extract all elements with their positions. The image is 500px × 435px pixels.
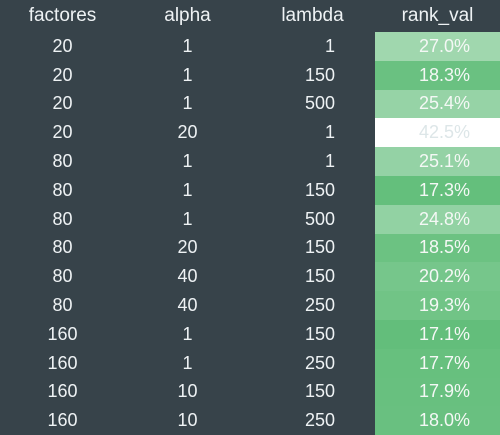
cell-alpha[interactable]: 10: [177, 381, 198, 402]
cell-factores[interactable]: 160: [47, 381, 78, 402]
cell-factores[interactable]: 20: [52, 93, 73, 114]
cell-alpha[interactable]: 20: [177, 237, 198, 258]
cell-rank-val[interactable]: 25.4%: [375, 89, 500, 119]
table-row: 80 20 150 18.5%: [0, 233, 500, 263]
cell-factores[interactable]: 80: [52, 208, 73, 229]
cell-alpha[interactable]: 10: [177, 410, 198, 431]
cell-alpha[interactable]: 40: [177, 295, 198, 316]
cell-alpha[interactable]: 1: [182, 64, 193, 85]
cell-alpha[interactable]: 1: [182, 179, 193, 200]
cell-factores[interactable]: 160: [47, 410, 78, 431]
cell-factores[interactable]: 20: [52, 122, 73, 143]
table-row: 160 1 150 17.1%: [0, 319, 500, 349]
table-row: 80 40 150 20.2%: [0, 262, 500, 292]
cell-alpha[interactable]: 20: [177, 122, 198, 143]
cell-lambda[interactable]: 250: [304, 410, 335, 431]
cell-lambda[interactable]: 1: [324, 122, 335, 143]
cell-lambda[interactable]: 150: [304, 323, 335, 344]
cell-rank-val[interactable]: 17.3%: [375, 175, 500, 205]
cell-lambda[interactable]: 150: [304, 179, 335, 200]
table-row: 20 1 150 18.3%: [0, 60, 500, 90]
table-row: 20 20 1 42.5%: [0, 118, 500, 148]
cell-rank-val[interactable]: 18.0%: [375, 406, 500, 435]
cell-factores[interactable]: 80: [52, 266, 73, 287]
cell-rank-val[interactable]: 19.3%: [375, 291, 500, 320]
header-row: factores alpha lambda rank_val: [0, 0, 500, 32]
cell-rank-val[interactable]: 27.0%: [375, 32, 500, 61]
table-row: 80 1 500 24.8%: [0, 204, 500, 234]
cell-factores[interactable]: 80: [52, 151, 73, 172]
cell-alpha[interactable]: 1: [182, 93, 193, 114]
cell-factores[interactable]: 160: [47, 352, 78, 373]
cell-factores[interactable]: 80: [52, 179, 73, 200]
cell-lambda[interactable]: 250: [304, 352, 335, 373]
cell-lambda[interactable]: 150: [304, 266, 335, 287]
cell-lambda[interactable]: 150: [304, 64, 335, 85]
table-row: 160 10 150 17.9%: [0, 377, 500, 407]
cell-alpha[interactable]: 1: [182, 35, 193, 56]
cell-rank-val[interactable]: 25.1%: [375, 147, 500, 176]
cell-lambda[interactable]: 500: [304, 93, 335, 114]
table-row: 80 1 150 17.3%: [0, 175, 500, 205]
cell-rank-val[interactable]: 42.5%: [375, 118, 500, 148]
cell-alpha[interactable]: 1: [182, 208, 193, 229]
cell-lambda[interactable]: 500: [304, 208, 335, 229]
header-lambda[interactable]: lambda: [281, 5, 344, 26]
cell-factores[interactable]: 20: [52, 64, 73, 85]
cell-rank-val[interactable]: 24.8%: [375, 204, 500, 234]
cell-factores[interactable]: 80: [52, 295, 73, 316]
cell-alpha[interactable]: 1: [182, 323, 193, 344]
cell-rank-val[interactable]: 17.1%: [375, 319, 500, 349]
header-rank-val[interactable]: rank_val: [401, 5, 474, 26]
cell-rank-val[interactable]: 18.5%: [375, 233, 500, 263]
cell-lambda[interactable]: 150: [304, 381, 335, 402]
cell-factores[interactable]: 20: [52, 35, 73, 56]
cell-lambda[interactable]: 1: [324, 35, 335, 56]
cell-lambda[interactable]: 250: [304, 295, 335, 316]
cell-factores[interactable]: 80: [52, 237, 73, 258]
cell-alpha[interactable]: 1: [182, 151, 193, 172]
cell-rank-val[interactable]: 18.3%: [375, 60, 500, 90]
table-row: 20 1 1 27.0%: [0, 32, 500, 61]
table-row: 80 40 250 19.3%: [0, 291, 500, 320]
table-row: 20 1 500 25.4%: [0, 89, 500, 119]
cell-lambda[interactable]: 1: [324, 151, 335, 172]
cell-rank-val[interactable]: 20.2%: [375, 262, 500, 292]
cell-alpha[interactable]: 40: [177, 266, 198, 287]
cell-factores[interactable]: 160: [47, 323, 78, 344]
cell-rank-val[interactable]: 17.7%: [375, 348, 500, 378]
header-alpha[interactable]: alpha: [164, 5, 211, 26]
cell-lambda[interactable]: 150: [304, 237, 335, 258]
table-row: 80 1 1 25.1%: [0, 147, 500, 176]
table-row: 160 10 250 18.0%: [0, 406, 500, 435]
header-factores[interactable]: factores: [28, 5, 97, 26]
table-row: 160 1 250 17.7%: [0, 348, 500, 378]
cell-alpha[interactable]: 1: [182, 352, 193, 373]
cell-rank-val[interactable]: 17.9%: [375, 377, 500, 407]
